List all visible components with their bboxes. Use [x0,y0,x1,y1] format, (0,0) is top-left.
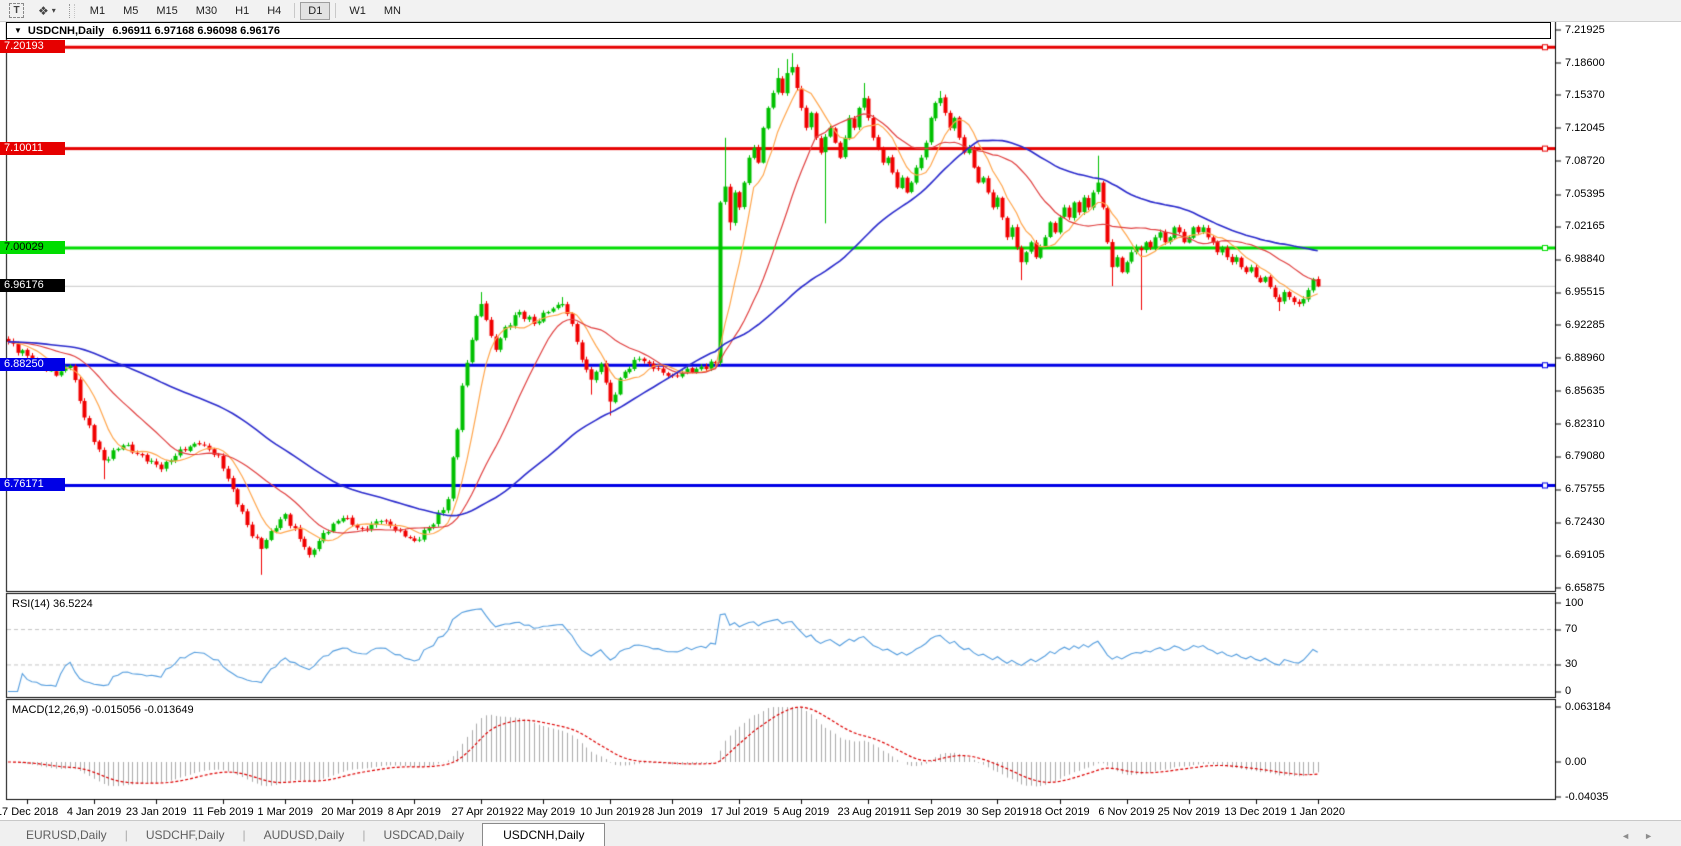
rsi-scale-label: 30 [1565,658,1578,671]
text-tool-icon: T [9,3,24,18]
price-tick-label: 6.92285 [1565,318,1605,331]
price-tick-label: 7.12045 [1565,121,1605,134]
rsi-scale-label: 70 [1565,623,1578,636]
chart-title-bar[interactable]: ▼ USDCNH,Daily 6.96911 6.97168 6.96098 6… [6,22,1551,39]
timeframe-button-h4[interactable]: H4 [267,4,282,17]
chart-title-quotes: 6.96911 6.97168 6.96098 6.96176 [112,24,280,37]
date-tick-label: 20 Mar 2019 [321,806,384,818]
toolbar-grip[interactable] [68,3,75,18]
timeframe-button-mn[interactable]: MN [383,4,401,17]
current-price-badge: 6.96176 [0,279,65,293]
price-level-badge: 6.88250 [0,358,65,372]
price-tick-label: 7.21925 [1565,23,1605,36]
timeframe-button-w1[interactable]: W1 [349,4,366,17]
price-tick-label: 6.85635 [1565,384,1605,397]
date-tick-label: 1 Mar 2019 [257,806,314,818]
price-tick-label: 7.08720 [1565,154,1605,167]
price-tick-label: 6.82310 [1565,417,1605,430]
macd-scale-label: 0.00 [1565,755,1587,768]
date-tick-label: 17 Jul 2019 [710,806,768,818]
date-tick-label: 23 Aug 2019 [837,806,900,818]
price-tick-label: 6.98840 [1565,253,1605,266]
price-tick-label: 6.95515 [1565,286,1605,299]
macd-label: MACD(12,26,9) -0.015056 -0.013649 [12,704,194,716]
price-level-badge: 7.10011 [0,141,65,155]
chart-tab-bar: EURUSD,Daily | USDCHF,Daily | AUDUSD,Daily | U… [0,820,1681,846]
date-tick-label: 5 Aug 2019 [773,806,830,818]
date-tick-label: 22 May 2019 [511,806,576,818]
date-tick-label: 28 Jun 2019 [642,806,703,818]
timeframe-button-d1[interactable]: D1 [300,1,331,20]
toolbar: T ❖ ▾ M1 M5 M15 M30 H1 H4 D1 W1 MN [0,0,1681,22]
tab-separator: | [242,828,246,842]
rsi-scale-label: 0 [1565,685,1572,697]
date-tick-label: 25 Nov 2019 [1157,806,1220,818]
text-tool-button[interactable]: T [4,2,29,19]
price-tick-label: 7.02165 [1565,220,1605,233]
chevron-down-icon: ▾ [51,6,56,15]
timeframe-button-m15[interactable]: M15 [156,4,178,17]
date-tick-label: 1 Jan 2020 [1290,806,1345,818]
tab-scroll-right-icon[interactable]: ► [1644,831,1667,841]
price-tick-label: 6.88960 [1565,351,1605,364]
date-tick-label: 23 Jan 2019 [125,806,187,818]
price-tick-label: 7.05395 [1565,188,1605,201]
price-tick-label: 7.18600 [1565,56,1605,69]
date-tick-label: 18 Oct 2019 [1029,806,1090,818]
price-tick-label: 7.15370 [1565,88,1605,101]
tab-usdcad[interactable]: USDCAD,Daily [383,828,465,842]
rsi-label: RSI(14) 36.5224 [12,598,93,610]
arrange-icon: ❖ [38,3,49,18]
date-tick-label: 13 Dec 2019 [1224,806,1287,818]
date-tick-label: 11 Sep 2019 [899,806,962,818]
price-level-badge: 7.00029 [0,240,65,254]
date-tick-label: 6 Nov 2019 [1098,806,1155,818]
price-level-badge: 7.20193 [0,40,65,54]
timeframe-button-m1[interactable]: M1 [89,4,106,17]
timeframe-button-m5[interactable]: M5 [123,4,139,17]
date-tick-label: 30 Sep 2019 [966,806,1029,818]
tab-scroll-left-icon[interactable]: ◄ [1621,831,1645,841]
chart-tabs: EURUSD,Daily | USDCHF,Daily | AUDUSD,Daily | U… [8,821,606,846]
price-tick-label: 6.65875 [1565,581,1605,594]
tab-usdchf[interactable]: USDCHF,Daily [145,828,225,842]
date-tick-label: 11 Feb 2019 [192,806,254,818]
rsi-scale-label: 100 [1565,596,1584,609]
price-tick-label: 6.75755 [1565,483,1605,496]
arrange-charts-button[interactable]: ❖ ▾ [33,2,61,19]
timeframe-button-h1[interactable]: H1 [235,4,250,17]
tab-audusd[interactable]: AUDUSD,Daily [263,828,345,842]
collapse-triangle-icon[interactable]: ▼ [14,26,22,35]
date-tick-label: 10 Jun 2019 [579,806,641,818]
toolbar-separator [335,3,337,18]
tab-eurusd[interactable]: EURUSD,Daily [26,828,107,842]
price-tick-label: 6.69105 [1565,549,1605,562]
chart-title-symbol: USDCNH,Daily [27,24,105,37]
tab-separator: | [362,828,366,842]
date-tick-label: 17 Dec 2018 [0,806,59,818]
price-tick-label: 6.72430 [1565,516,1605,529]
date-tick-label: 8 Apr 2019 [387,806,441,818]
timeframe-group: M1 M5 M15 M30 H1 H4 D1 W1 MN [81,0,410,21]
date-tick-label: 4 Jan 2019 [66,806,122,818]
price-tick-label: 6.79080 [1565,450,1605,463]
macd-scale-label: -0.04035 [1565,790,1609,803]
toolbar-separator [294,3,296,18]
tab-separator: | [124,828,128,842]
price-level-badge: 6.76171 [0,478,65,492]
tab-scroll-arrows: ◄► [1621,831,1667,841]
macd-scale-label: 0.063184 [1565,700,1611,713]
date-tick-label: 27 Apr 2019 [451,806,511,818]
timeframe-button-m30[interactable]: M30 [195,4,218,17]
tab-usdcnh[interactable]: USDCNH,Daily [482,823,606,846]
